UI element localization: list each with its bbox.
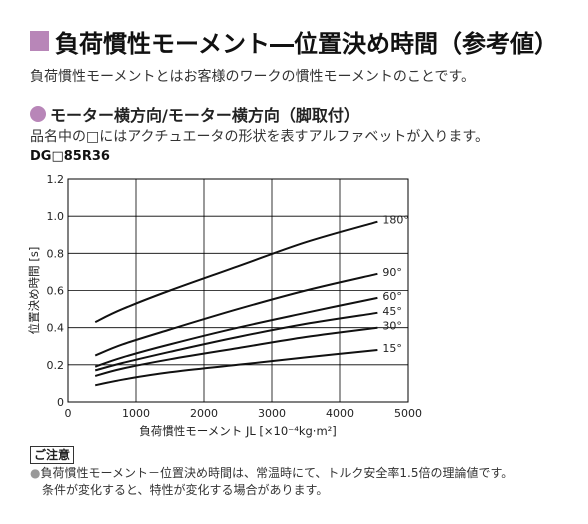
caution-text: ●負荷慣性モーメント－位置決め時間は、常温時にて、トルク安全率1.5倍の理論値で… [30,465,513,499]
x-tick-label: 1000 [122,407,150,420]
page-title-row: 負荷慣性モーメント―位置決め時間（参考値） [30,24,558,58]
y-tick-label: 0 [57,396,64,409]
series-line [94,349,378,387]
x-tick-label: 2000 [190,407,218,420]
x-axis-label: 負荷慣性モーメント JL [×10⁻⁴kg·m²] [139,424,337,438]
series-line [94,326,378,377]
series-label: 15° [382,342,402,355]
series-line [94,272,378,357]
y-tick-label: 0.8 [47,247,65,260]
series-label: 180° [382,214,409,227]
y-tick-label: 1.0 [47,210,65,223]
x-tick-label: 5000 [394,407,422,420]
series-label: 45° [382,305,402,318]
section-note: 品名中の□にはアクチュエータの形状を表すアルファベットが入ります。 [30,129,489,145]
caution-line-2: 条件が変化すると、特性が変化する場合があります。 [42,483,329,497]
y-tick-label: 0.2 [47,359,65,372]
model-name: DG□85R36 [30,149,110,164]
page-title: 負荷慣性モーメント―位置決め時間（参考値） [55,29,559,58]
series-line [94,296,378,368]
caution-line-1: 負荷慣性モーメント－位置決め時間は、常温時にて、トルク安全率1.5倍の理論値です… [40,466,514,480]
x-tick-label: 0 [65,407,72,420]
section-title-row: モーター横方向/モーター横方向（脚取付） [30,102,360,126]
y-tick-label: 0.4 [47,322,65,335]
series-label: 60° [382,290,402,303]
series-line [94,220,378,323]
caution-bullet-icon: ● [30,466,41,480]
title-square-icon [30,31,49,51]
series-line [94,311,378,372]
series-label: 30° [382,320,402,333]
x-tick-label: 4000 [326,407,354,420]
y-tick-label: 0.6 [47,285,65,298]
caution-label: ご注意 [30,446,75,464]
y-tick-label: 1.2 [47,173,65,186]
y-axis-label: 位置決め時間 [s] [27,247,41,335]
series-label: 90° [382,266,402,279]
bullet-circle-icon [30,106,46,122]
page-description: 負荷慣性モーメントとはお客様のワークの慣性モーメントのことです。 [30,69,476,85]
positioning-time-chart: 0 1000 2000 3000 4000 5000 0 0.2 0.4 0.6 0.8 1.0 1.2… [27,173,422,438]
x-tick-label: 3000 [258,407,286,420]
section-title: モーター横方向/モーター横方向（脚取付） [50,106,360,125]
